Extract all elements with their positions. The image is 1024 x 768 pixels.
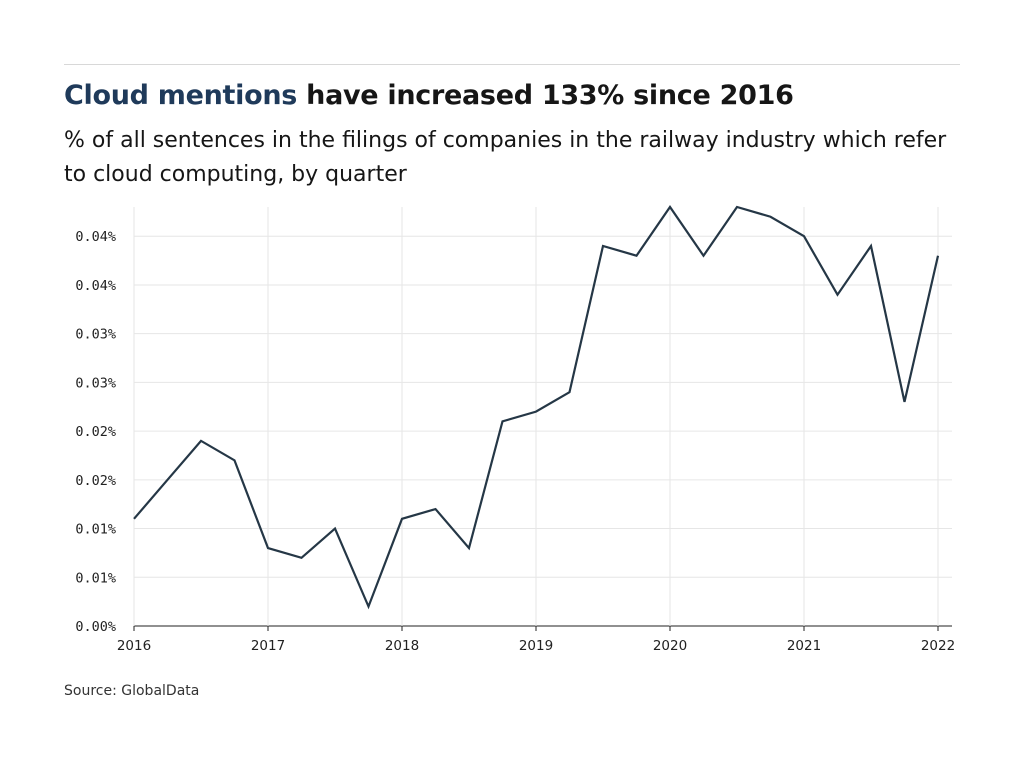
x-tick-label: 2020 <box>653 638 687 654</box>
y-tick-label: 0.00% <box>75 619 116 635</box>
y-tick-label: 0.04% <box>75 278 116 294</box>
source-note: Source: GlobalData <box>64 683 200 699</box>
y-tick-label: 0.02% <box>75 473 116 489</box>
chart-subtitle: % of all sentences in the filings of com… <box>64 128 947 187</box>
title-rest: have increased 133% since 2016 <box>297 80 794 111</box>
x-tick-label: 2018 <box>385 638 419 654</box>
y-tick-label: 0.01% <box>75 570 116 586</box>
x-tick-label: 2022 <box>921 638 955 654</box>
top-rule <box>64 64 960 65</box>
y-tick-label: 0.04% <box>75 229 116 245</box>
y-tick-label: 0.02% <box>75 424 116 440</box>
y-tick-label: 0.03% <box>75 327 116 343</box>
chart-title: Cloud mentions have increased 133% since… <box>64 80 794 111</box>
x-tick-label: 2021 <box>787 638 821 654</box>
x-tick-label: 2016 <box>117 638 151 654</box>
y-tick-label: 0.03% <box>75 375 116 391</box>
y-tick-label: 0.01% <box>75 522 116 538</box>
x-tick-label: 2017 <box>251 638 285 654</box>
title-highlight: Cloud mentions <box>64 80 298 111</box>
x-tick-label: 2019 <box>519 638 553 654</box>
